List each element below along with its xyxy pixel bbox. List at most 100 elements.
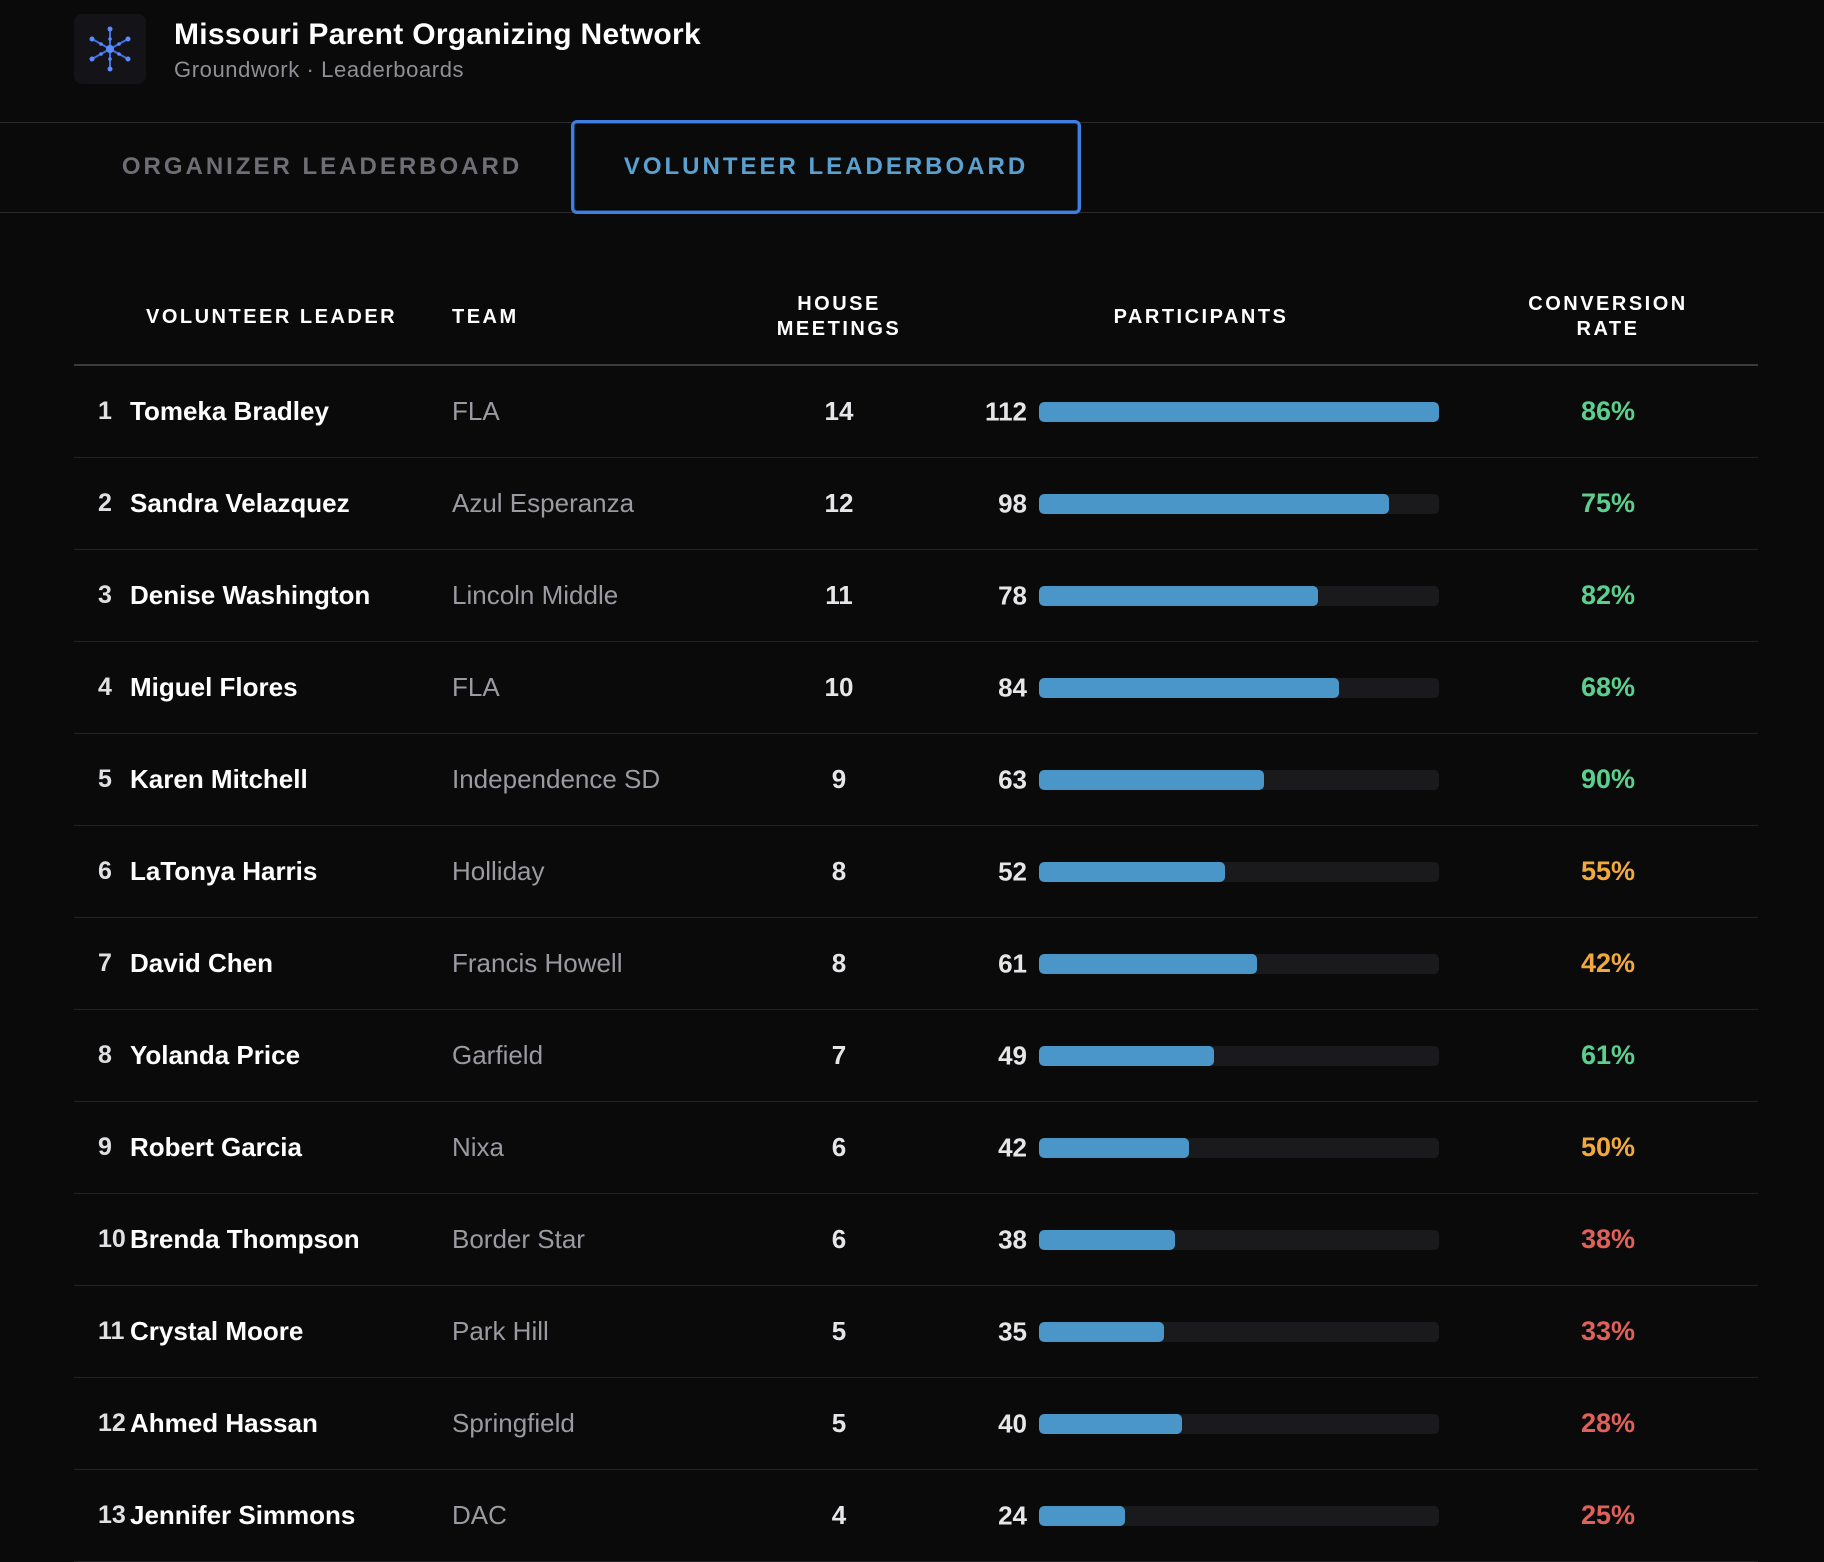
table-row[interactable]: 7 David Chen Francis Howell 8 61 42%: [74, 917, 1758, 1010]
rank-number: 7: [74, 917, 130, 1010]
participants-bar-track: [1039, 401, 1439, 422]
volunteer-name: LaTonya Harris: [130, 825, 434, 918]
table-header-row: VOLUNTEER LEADER TEAM HOUSE MEETINGS PAR…: [74, 270, 1758, 366]
team-name: Springfield: [434, 1377, 734, 1470]
table-row[interactable]: 13 Jennifer Simmons DAC 4 24 25%: [74, 1469, 1758, 1562]
participants-bar-track: [1039, 861, 1439, 882]
header-conversion-rate: CONVERSION RATE: [1458, 270, 1758, 366]
participants-count: 63: [998, 764, 1027, 794]
rank-number: 12: [74, 1377, 130, 1470]
participants-bar: [1039, 1413, 1182, 1434]
table-row[interactable]: 2 Sandra Velazquez Azul Esperanza 12 98 75%: [74, 457, 1758, 550]
table-row[interactable]: 5 Karen Mitchell Independence SD 9 63 90%: [74, 733, 1758, 826]
team-name: Garfield: [434, 1009, 734, 1102]
participants-bar: [1039, 861, 1225, 882]
participants-bar-track: [1039, 1321, 1439, 1342]
conversion-rate: 50%: [1458, 1101, 1758, 1194]
header-participants: PARTICIPANTS: [944, 270, 1458, 366]
conversion-rate: 90%: [1458, 733, 1758, 826]
conversion-rate: 68%: [1458, 641, 1758, 734]
app-header: Missouri Parent Organizing Network Groun…: [0, 0, 1824, 123]
participants-count: 52: [998, 856, 1027, 886]
snowflake-network-icon: [89, 26, 131, 72]
rank-number: 4: [74, 641, 130, 734]
participants-cell: 24: [944, 1469, 1458, 1562]
volunteer-name: Brenda Thompson: [130, 1193, 434, 1286]
conversion-rate: 33%: [1458, 1285, 1758, 1378]
participants-count: 38: [998, 1224, 1027, 1254]
rank-number: 6: [74, 825, 130, 918]
participants-cell: 49: [944, 1009, 1458, 1102]
participants-bar: [1039, 953, 1257, 974]
volunteer-name: Denise Washington: [130, 549, 434, 642]
header-volunteer-leader: VOLUNTEER LEADER: [74, 270, 434, 366]
table-row[interactable]: 9 Robert Garcia Nixa 6 42 50%: [74, 1101, 1758, 1194]
participants-bar-track: [1039, 1505, 1439, 1526]
participants-bar: [1039, 769, 1264, 790]
breadcrumb: Groundwork · Leaderboards: [174, 57, 465, 82]
participants-cell: 84: [944, 641, 1458, 734]
rank-number: 3: [74, 549, 130, 642]
house-meetings-count: 8: [734, 825, 944, 918]
conversion-rate: 42%: [1458, 917, 1758, 1010]
participants-bar-track: [1039, 677, 1439, 698]
table-row[interactable]: 6 LaTonya Harris Holliday 8 52 55%: [74, 825, 1758, 918]
house-meetings-count: 6: [734, 1193, 944, 1286]
participants-bar: [1039, 1321, 1164, 1342]
volunteer-name: David Chen: [130, 917, 434, 1010]
participants-bar-track: [1039, 769, 1439, 790]
team-name: FLA: [434, 641, 734, 734]
participants-bar: [1039, 585, 1318, 606]
team-name: Holliday: [434, 825, 734, 918]
table-row[interactable]: 12 Ahmed Hassan Springfield 5 40 28%: [74, 1377, 1758, 1470]
participants-bar-track: [1039, 493, 1439, 514]
team-name: Francis Howell: [434, 917, 734, 1010]
rank-number: 9: [74, 1101, 130, 1194]
table-row[interactable]: 11 Crystal Moore Park Hill 5 35 33%: [74, 1285, 1758, 1378]
volunteer-name: Robert Garcia: [130, 1101, 434, 1194]
house-meetings-count: 4: [734, 1469, 944, 1562]
header-team: TEAM: [434, 270, 734, 366]
house-meetings-count: 14: [734, 365, 944, 458]
rank-number: 8: [74, 1009, 130, 1102]
tab-volunteer-leaderboard[interactable]: VOLUNTEER LEADERBOARD: [571, 120, 1081, 214]
volunteer-name: Ahmed Hassan: [130, 1377, 434, 1470]
team-name: Border Star: [434, 1193, 734, 1286]
rank-number: 5: [74, 733, 130, 826]
team-name: Park Hill: [434, 1285, 734, 1378]
participants-cell: 112: [944, 365, 1458, 458]
participants-bar-track: [1039, 953, 1439, 974]
conversion-rate: 82%: [1458, 549, 1758, 642]
participants-bar: [1039, 401, 1439, 422]
volunteer-name: Miguel Flores: [130, 641, 434, 734]
app-title: Missouri Parent Organizing Network: [174, 18, 701, 51]
table-row[interactable]: 8 Yolanda Price Garfield 7 49 61%: [74, 1009, 1758, 1102]
table-row[interactable]: 10 Brenda Thompson Border Star 6 38 38%: [74, 1193, 1758, 1286]
logo-icon: [74, 14, 146, 84]
participants-bar: [1039, 677, 1339, 698]
volunteer-name: Karen Mitchell: [130, 733, 434, 826]
participants-cell: 98: [944, 457, 1458, 550]
house-meetings-count: 10: [734, 641, 944, 734]
house-meetings-count: 9: [734, 733, 944, 826]
participants-cell: 38: [944, 1193, 1458, 1286]
table-row[interactable]: 3 Denise Washington Lincoln Middle 11 78 82%: [74, 549, 1758, 642]
conversion-rate: 55%: [1458, 825, 1758, 918]
house-meetings-count: 5: [734, 1377, 944, 1470]
volunteer-name: Tomeka Bradley: [130, 365, 434, 458]
conversion-rate: 38%: [1458, 1193, 1758, 1286]
table-row[interactable]: 4 Miguel Flores FLA 10 84 68%: [74, 641, 1758, 734]
participants-bar: [1039, 1137, 1189, 1158]
participants-bar-track: [1039, 1413, 1439, 1434]
participants-count: 112: [985, 396, 1027, 426]
conversion-rate: 25%: [1458, 1469, 1758, 1562]
house-meetings-count: 6: [734, 1101, 944, 1194]
table-row[interactable]: 1 Tomeka Bradley FLA 14 112 86%: [74, 365, 1758, 458]
tab-organizer-leaderboard[interactable]: ORGANIZER LEADERBOARD: [121, 153, 523, 180]
participants-cell: 40: [944, 1377, 1458, 1470]
volunteer-name: Jennifer Simmons: [130, 1469, 434, 1562]
rank-number: 13: [74, 1469, 130, 1562]
leaderboard-tabs: ORGANIZER LEADERBOARD VOLUNTEER LEADERBO…: [0, 120, 1824, 214]
volunteer-name: Crystal Moore: [130, 1285, 434, 1378]
participants-count: 84: [998, 672, 1027, 702]
